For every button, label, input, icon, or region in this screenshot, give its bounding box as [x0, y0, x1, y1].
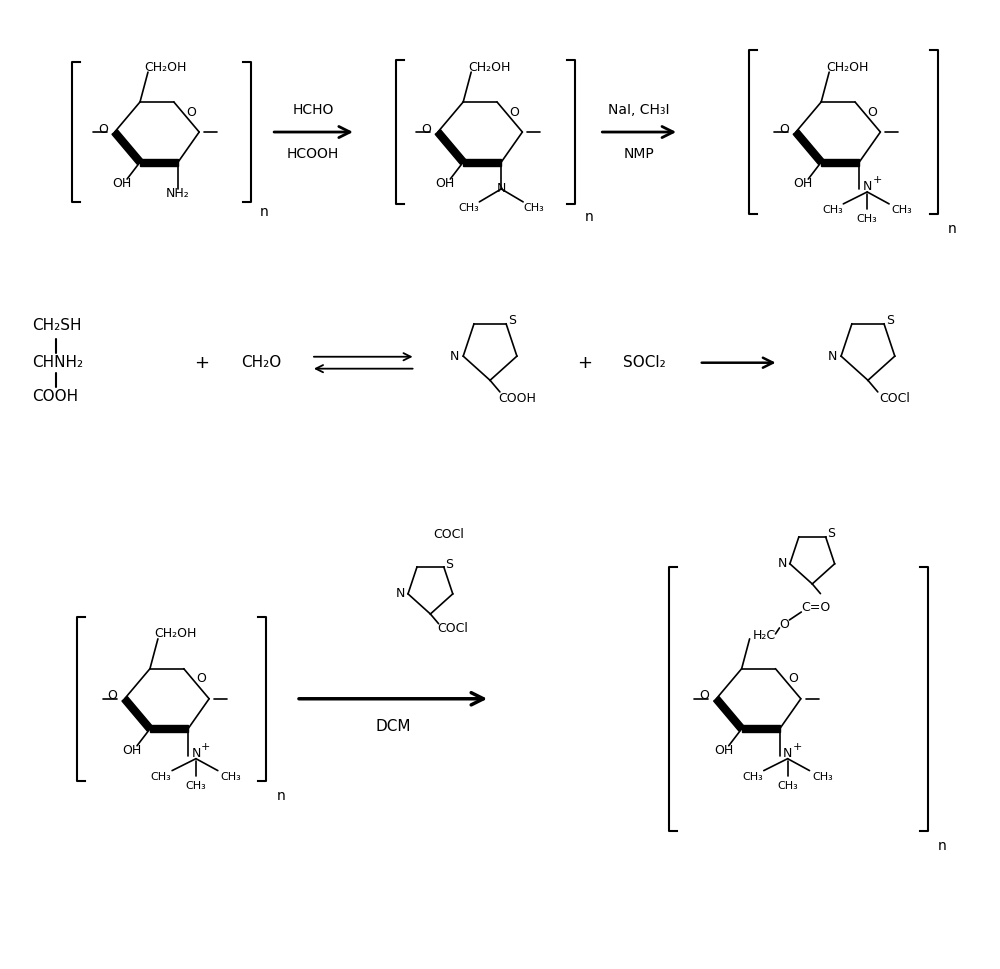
Text: NaI, CH₃I: NaI, CH₃I — [608, 103, 670, 117]
Text: SOCl₂: SOCl₂ — [623, 356, 666, 370]
Text: OH: OH — [714, 744, 733, 757]
Text: NH₂: NH₂ — [166, 187, 190, 201]
Text: CH₂OH: CH₂OH — [145, 61, 187, 74]
Text: n: n — [948, 223, 957, 236]
Text: HCOOH: HCOOH — [287, 147, 339, 161]
Polygon shape — [112, 130, 143, 165]
Text: CH₂O: CH₂O — [241, 356, 281, 370]
Text: CH₃: CH₃ — [458, 203, 479, 213]
Text: CH₂SH: CH₂SH — [33, 319, 82, 333]
Text: N: N — [783, 747, 792, 761]
Text: n: n — [260, 204, 269, 219]
Text: n: n — [938, 839, 947, 853]
Polygon shape — [821, 159, 859, 166]
Text: CH₃: CH₃ — [742, 771, 763, 782]
Text: CH₂OH: CH₂OH — [155, 627, 197, 641]
Text: CHNH₂: CHNH₂ — [33, 356, 84, 370]
Text: COOH: COOH — [33, 389, 79, 404]
Text: n: n — [277, 789, 286, 803]
Text: NMP: NMP — [624, 147, 655, 161]
Text: O: O — [187, 106, 196, 118]
Text: CH₃: CH₃ — [892, 204, 912, 215]
Text: N: N — [191, 747, 201, 761]
Polygon shape — [435, 130, 466, 165]
Text: O: O — [779, 618, 789, 632]
Polygon shape — [122, 697, 153, 731]
Text: CH₃: CH₃ — [822, 204, 843, 215]
Text: H₂C: H₂C — [753, 630, 776, 642]
Polygon shape — [793, 130, 824, 165]
Text: N: N — [827, 350, 837, 362]
Text: DCM: DCM — [376, 719, 411, 735]
Text: CH₂OH: CH₂OH — [826, 61, 868, 74]
Text: CH₃: CH₃ — [220, 771, 241, 782]
Text: OH: OH — [436, 177, 455, 191]
Text: CH₃: CH₃ — [812, 771, 833, 782]
Text: +: + — [577, 354, 592, 372]
Text: O: O — [421, 122, 431, 136]
Text: COOH: COOH — [498, 391, 536, 405]
Text: n: n — [585, 209, 594, 224]
Text: CH₃: CH₃ — [857, 214, 878, 224]
Text: N: N — [497, 182, 506, 196]
Text: O: O — [779, 122, 789, 136]
Text: O: O — [510, 106, 520, 118]
Text: O: O — [196, 672, 206, 685]
Text: COCl: COCl — [879, 391, 910, 405]
Text: N: N — [450, 350, 459, 362]
Text: S: S — [508, 314, 516, 327]
Text: O: O — [108, 689, 118, 703]
Text: O: O — [98, 122, 108, 136]
Text: CH₂OH: CH₂OH — [468, 61, 510, 74]
Text: COCl: COCl — [433, 528, 464, 542]
Polygon shape — [140, 159, 178, 166]
Polygon shape — [742, 726, 780, 733]
Text: HCHO: HCHO — [292, 103, 334, 117]
Text: CH₃: CH₃ — [186, 780, 206, 791]
Text: CH₃: CH₃ — [777, 780, 798, 791]
Text: COCl: COCl — [437, 622, 468, 636]
Text: +: + — [872, 175, 882, 185]
Text: O: O — [868, 106, 878, 118]
Polygon shape — [714, 697, 744, 731]
Polygon shape — [463, 159, 501, 166]
Polygon shape — [150, 726, 188, 733]
Text: S: S — [827, 527, 835, 541]
Text: N: N — [863, 180, 872, 194]
Text: O: O — [788, 672, 798, 685]
Text: CH₃: CH₃ — [151, 771, 172, 782]
Text: OH: OH — [112, 177, 132, 191]
Text: S: S — [445, 557, 453, 571]
Text: O: O — [699, 689, 709, 703]
Text: +: + — [201, 741, 211, 752]
Text: CH₃: CH₃ — [524, 203, 544, 213]
Text: C=O: C=O — [802, 601, 831, 613]
Text: +: + — [194, 354, 209, 372]
Text: N: N — [396, 587, 405, 601]
Text: OH: OH — [122, 744, 142, 757]
Text: +: + — [793, 741, 802, 752]
Text: N: N — [778, 557, 787, 571]
Text: S: S — [886, 314, 894, 327]
Text: OH: OH — [794, 177, 813, 191]
